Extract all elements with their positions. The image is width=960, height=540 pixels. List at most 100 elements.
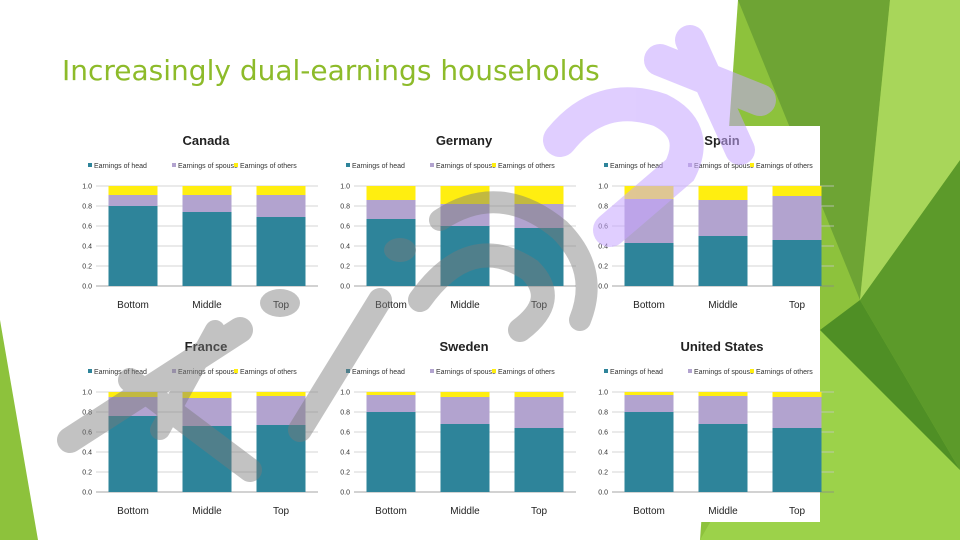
bar-segment: [182, 212, 232, 286]
legend-entry: Earnings of others: [240, 369, 297, 376]
legend-entry: Earnings of spouse: [694, 369, 754, 376]
y-tick-label: 0.2: [598, 470, 608, 477]
bar-segment: [108, 186, 158, 195]
x-category-label: Middle: [708, 506, 738, 517]
bar-segment: [256, 195, 306, 217]
chart-5: United States Earnings of head Earnings of…: [594, 332, 840, 530]
x-category-label: Middle: [450, 300, 480, 311]
bar-segment: [182, 392, 232, 398]
chart-title: France: [185, 339, 228, 354]
bar-segment: [514, 392, 564, 397]
bar-segment: [366, 200, 416, 219]
y-tick-label: 0.6: [82, 224, 92, 231]
legend-swatch: [688, 163, 692, 167]
x-category-label: Bottom: [633, 506, 665, 517]
y-tick-label: 0.0: [82, 490, 92, 497]
y-tick-label: 0.2: [340, 470, 350, 477]
chart-3: France Earnings of head Earnings of spouse…: [78, 332, 324, 530]
y-tick-label: 0.2: [340, 264, 350, 271]
bar-segment: [440, 424, 490, 492]
chart-svg: Spain Earnings of head Earnings of spouse E…: [598, 133, 834, 311]
legend-entry: Earnings of others: [756, 369, 813, 376]
bar-segment: [256, 425, 306, 492]
bar-segment: [256, 396, 306, 425]
bar-segment: [182, 195, 232, 212]
chart-4: Sweden Earnings of head Earnings of spouse…: [336, 332, 582, 530]
y-tick-label: 1.0: [340, 184, 350, 191]
green-facet: [820, 300, 960, 470]
y-tick-label: 0.2: [82, 470, 92, 477]
y-tick-label: 0.8: [82, 204, 92, 211]
bar-segment: [698, 200, 748, 236]
y-tick-label: 0.8: [598, 410, 608, 417]
y-tick-label: 1.0: [598, 390, 608, 397]
bar-segment: [698, 236, 748, 286]
legend-swatch: [172, 369, 176, 373]
bar-segment: [624, 186, 674, 199]
bar-segment: [772, 196, 822, 240]
legend-entry: Earnings of head: [610, 163, 663, 170]
x-category-label: Top: [273, 506, 290, 517]
chart-title: Spain: [704, 133, 739, 148]
chart-2: Spain Earnings of head Earnings of spouse E…: [594, 126, 840, 324]
legend-swatch: [234, 369, 238, 373]
y-tick-label: 0.4: [340, 244, 350, 251]
legend-entry: Earnings of others: [498, 163, 555, 170]
y-tick-label: 0.0: [82, 284, 92, 291]
chart-svg: Canada Earnings of head Earnings of spouse…: [82, 133, 318, 311]
legend-entry: Earnings of spouse: [694, 163, 754, 170]
x-category-label: Top: [531, 506, 548, 517]
legend-swatch: [750, 163, 754, 167]
bar-segment: [108, 397, 158, 416]
y-tick-label: 0.8: [340, 410, 350, 417]
chart-title: United States: [680, 339, 763, 354]
x-category-label: Middle: [708, 300, 738, 311]
y-tick-label: 0.4: [340, 450, 350, 457]
x-category-label: Bottom: [117, 300, 149, 311]
legend-entry: Earnings of head: [352, 369, 405, 376]
bar-segment: [624, 392, 674, 395]
y-tick-label: 0.4: [598, 244, 608, 251]
legend-entry: Earnings of spouse: [436, 163, 496, 170]
legend-entry: Earnings of spouse: [178, 163, 238, 170]
bar-segment: [182, 426, 232, 492]
chart-svg: Sweden Earnings of head Earnings of spouse…: [340, 339, 576, 517]
bar-segment: [108, 416, 158, 492]
legend-entry: Earnings of spouse: [436, 369, 496, 376]
y-tick-label: 0.8: [340, 204, 350, 211]
y-tick-label: 0.4: [82, 450, 92, 457]
x-category-label: Bottom: [633, 300, 665, 311]
slide-title: Increasingly dual-earnings households: [62, 54, 600, 87]
legend-swatch: [604, 369, 608, 373]
y-tick-label: 1.0: [598, 184, 608, 191]
y-tick-label: 0.0: [340, 284, 350, 291]
y-tick-label: 0.0: [598, 490, 608, 497]
legend-swatch: [688, 369, 692, 373]
legend-swatch: [346, 369, 350, 373]
bar-segment: [440, 397, 490, 424]
chart-svg: Germany Earnings of head Earnings of spous…: [340, 133, 576, 311]
bar-segment: [624, 243, 674, 286]
y-tick-label: 0.6: [598, 430, 608, 437]
bar-segment: [698, 186, 748, 200]
bar-segment: [256, 217, 306, 286]
legend-swatch: [430, 369, 434, 373]
legend-swatch: [492, 369, 496, 373]
y-tick-label: 1.0: [340, 390, 350, 397]
x-category-label: Middle: [192, 300, 222, 311]
bar-segment: [772, 186, 822, 196]
chart-title: Sweden: [439, 339, 488, 354]
chart-0: Canada Earnings of head Earnings of spouse…: [78, 126, 324, 324]
x-category-label: Bottom: [375, 506, 407, 517]
legend-entry: Earnings of head: [610, 369, 663, 376]
green-facet-left: [0, 320, 38, 540]
bar-segment: [366, 219, 416, 286]
legend-swatch: [88, 163, 92, 167]
bar-segment: [514, 228, 564, 286]
bar-segment: [772, 428, 822, 492]
bar-segment: [514, 428, 564, 492]
y-tick-label: 0.0: [598, 284, 608, 291]
bar-segment: [108, 206, 158, 286]
legend-entry: Earnings of head: [94, 369, 147, 376]
y-tick-label: 0.6: [82, 430, 92, 437]
